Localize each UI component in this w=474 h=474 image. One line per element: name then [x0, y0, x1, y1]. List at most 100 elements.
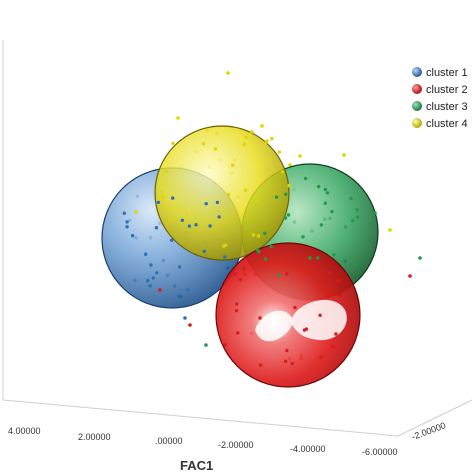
data-point-cluster-3	[332, 253, 336, 257]
legend-marker-cluster-1	[412, 67, 422, 77]
legend-label-cluster-4: cluster 4	[426, 118, 468, 130]
data-point-cluster-3	[204, 343, 208, 347]
data-point-cluster-2	[304, 327, 309, 331]
data-point-cluster-2	[188, 323, 192, 327]
x-tick-label: -6.00000	[362, 447, 398, 457]
data-point-cluster-2	[290, 361, 294, 366]
data-point-cluster-1	[144, 252, 148, 256]
data-point-cluster-4	[176, 116, 180, 120]
data-point-cluster-1	[208, 224, 212, 228]
data-point-cluster-4	[171, 141, 175, 145]
data-point-cluster-4	[342, 153, 346, 157]
data-point-cluster-2	[285, 348, 289, 353]
x-tick-label: 4.00000	[8, 426, 41, 436]
data-point-cluster-4	[270, 136, 274, 141]
data-point-cluster-4	[226, 71, 230, 75]
data-point-cluster-1	[217, 215, 221, 219]
x-axis-ticks: 4.00000 2.00000 .00000 -2.00000 -4.00000…	[8, 426, 398, 457]
data-point-cluster-4	[277, 150, 281, 154]
legend-marker-cluster-2	[412, 84, 422, 94]
data-point-cluster-4	[287, 183, 291, 188]
data-point-cluster-1	[130, 234, 135, 238]
data-point-cluster-4	[298, 154, 302, 158]
data-point-cluster-1	[185, 288, 190, 292]
legend-marker-cluster-4	[412, 118, 422, 128]
data-point-cluster-4	[242, 142, 246, 146]
data-point-cluster-4	[288, 163, 292, 167]
data-point-cluster-4	[260, 124, 264, 128]
data-point-cluster-1	[215, 200, 220, 205]
data-point-cluster-4	[230, 163, 235, 167]
data-point-cluster-1	[180, 218, 185, 222]
legend-label-cluster-1: cluster 1	[426, 67, 468, 79]
cluster-spheres	[101, 125, 379, 388]
data-point-cluster-2	[258, 363, 263, 367]
x-tick-label: .00000	[155, 436, 183, 446]
data-point-cluster-3	[323, 201, 327, 205]
data-point-cluster-3	[316, 184, 321, 189]
data-point-cluster-4	[244, 135, 248, 140]
data-point-cluster-3	[325, 191, 330, 195]
data-point-cluster-2	[235, 302, 239, 306]
data-point-cluster-3	[349, 196, 353, 201]
data-point-cluster-2	[336, 279, 341, 283]
data-point-cluster-3	[277, 273, 281, 277]
data-point-cluster-3	[316, 256, 320, 260]
data-point-cluster-2	[283, 359, 288, 363]
data-point-cluster-2	[328, 271, 332, 275]
data-point-cluster-3	[308, 256, 312, 260]
cluster-2-highlight	[255, 299, 347, 342]
data-point-cluster-3	[355, 208, 359, 212]
data-point-cluster-3	[274, 195, 279, 199]
data-point-cluster-1	[170, 238, 174, 242]
data-point-cluster-1	[125, 225, 129, 229]
axis-edge-bottom	[2, 399, 399, 437]
legend-label-cluster-3: cluster 3	[426, 101, 468, 113]
data-point-cluster-1	[148, 284, 152, 288]
data-point-cluster-3	[418, 256, 422, 260]
data-point-cluster-3	[269, 244, 273, 249]
data-point-cluster-3	[323, 187, 328, 192]
data-point-cluster-3	[263, 231, 267, 235]
data-point-cluster-3	[255, 248, 260, 252]
data-point-cluster-4	[280, 170, 285, 174]
legend-marker-cluster-3	[412, 101, 422, 111]
data-point-cluster-2	[223, 343, 227, 347]
data-point-cluster-2	[236, 331, 240, 335]
data-point-cluster-1	[194, 223, 198, 227]
data-point-cluster-3	[373, 211, 377, 215]
data-point-cluster-1	[178, 265, 182, 269]
data-point-cluster-4	[255, 198, 259, 203]
data-point-cluster-2	[293, 305, 297, 310]
data-point-cluster-2	[238, 278, 243, 282]
legend-label-cluster-2: cluster 2	[426, 84, 468, 96]
data-point-cluster-4	[256, 234, 261, 238]
data-point-cluster-2	[258, 316, 262, 320]
data-point-cluster-4	[226, 192, 231, 197]
axis-edge-right-floor	[397, 399, 473, 437]
data-point-cluster-3	[319, 223, 324, 227]
data-point-cluster-4	[161, 195, 165, 199]
scatter-points-front	[122, 71, 422, 367]
data-point-cluster-1	[204, 202, 208, 206]
data-point-cluster-2	[285, 272, 289, 276]
data-point-cluster-1	[223, 255, 227, 259]
data-point-cluster-2	[158, 288, 162, 292]
data-point-cluster-3	[301, 235, 305, 239]
data-point-cluster-3	[263, 257, 268, 261]
data-point-cluster-1	[151, 276, 155, 280]
data-point-cluster-4	[264, 140, 269, 144]
data-point-cluster-3	[284, 192, 288, 196]
data-point-cluster-4	[250, 130, 254, 134]
cluster-4-sphere	[154, 125, 290, 261]
data-point-cluster-4	[134, 210, 138, 214]
data-point-cluster-1	[125, 220, 129, 224]
data-point-cluster-1	[202, 249, 206, 253]
data-point-cluster-3	[351, 219, 355, 223]
data-point-cluster-1	[122, 211, 127, 215]
data-point-cluster-1	[187, 224, 192, 228]
data-point-cluster-1	[183, 316, 187, 320]
data-point-cluster-1	[171, 196, 175, 200]
data-point-cluster-1	[146, 278, 150, 283]
